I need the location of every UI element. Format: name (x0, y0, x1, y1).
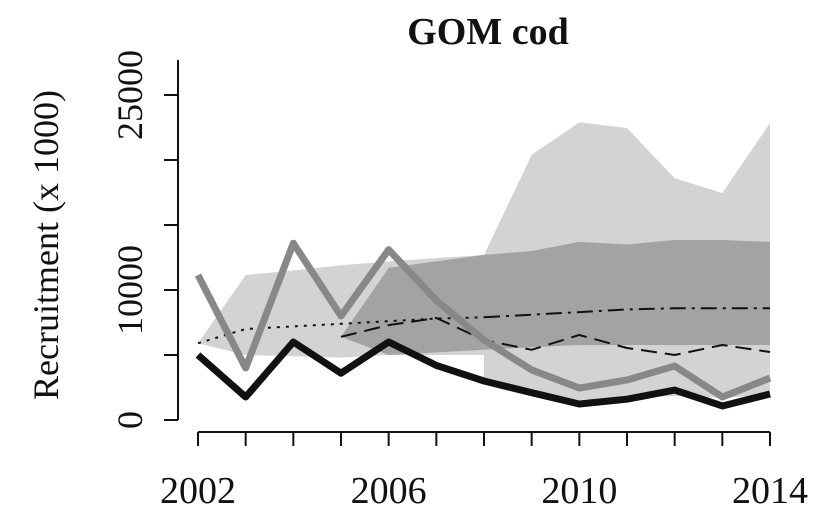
y-axis-label: Recruitment (x 1000) (26, 90, 66, 400)
y-tick-label: 10000 (110, 245, 150, 335)
line-series (195, 338, 771, 410)
x-tick-label: 2002 (160, 470, 236, 512)
chart-title: GOM cod (407, 11, 568, 53)
band (341, 239, 770, 355)
line-series (197, 316, 485, 345)
y-tick-label: 25000 (110, 50, 150, 140)
x-tick-label: 2014 (732, 470, 808, 512)
line-series (340, 316, 771, 356)
y-tick-label: 0 (110, 411, 150, 429)
line-series (194, 239, 772, 401)
x-tick-label: 2010 (541, 470, 617, 512)
x-tick-label: 2006 (351, 470, 427, 512)
